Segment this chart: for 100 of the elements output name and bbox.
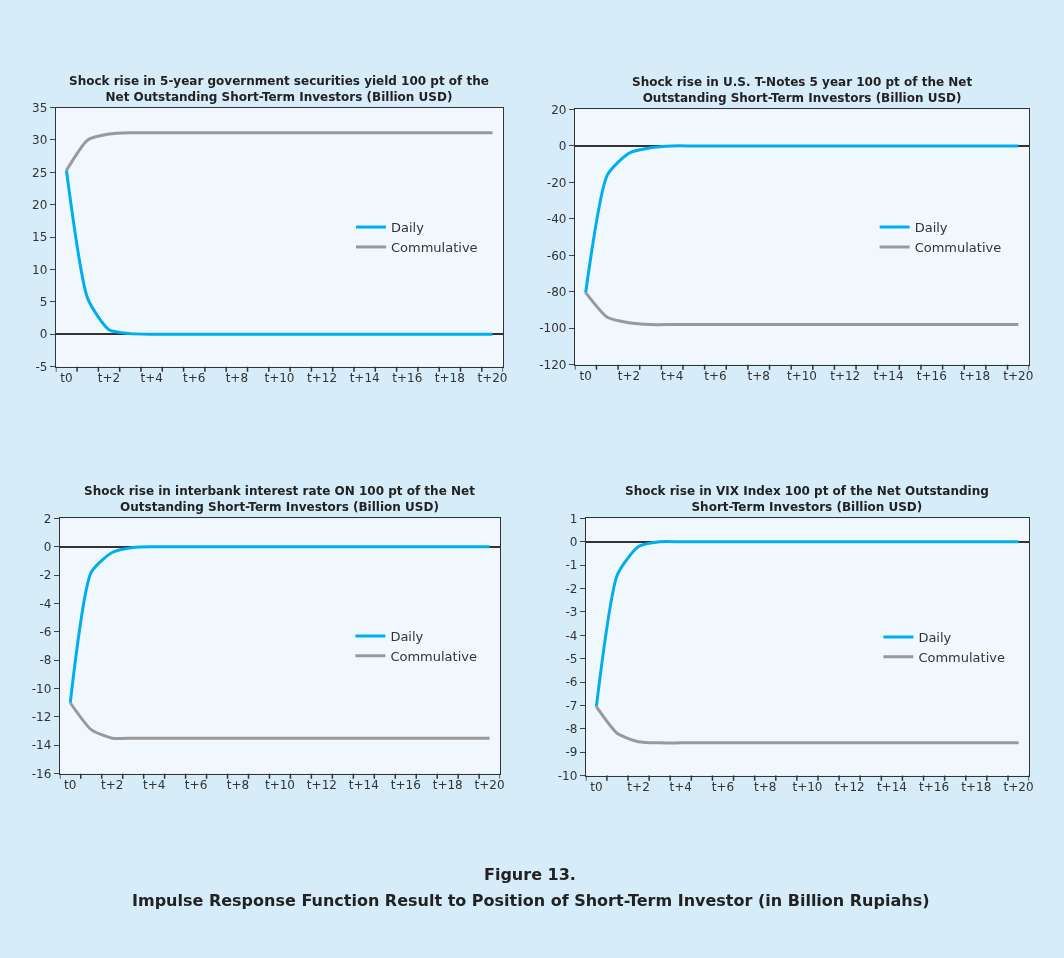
y-tick-label: -4 — [39, 596, 52, 611]
y-tick-label: 10 — [32, 262, 48, 277]
x-tick-label: t+18 — [432, 778, 463, 793]
x-tick-label: t+8 — [226, 778, 250, 793]
y-tick-label: 1 — [569, 511, 578, 526]
y-tick-label: -2 — [39, 568, 52, 583]
x-tick-label: t+18 — [960, 369, 991, 384]
line-series — [594, 705, 1021, 745]
x-tick-label: t+6 — [711, 780, 735, 794]
x-tick-label: t+14 — [876, 780, 907, 794]
y-tick-label: -80 — [546, 284, 567, 299]
y-tick-label: 15 — [32, 230, 48, 245]
y-tick-label: 0 — [39, 327, 48, 342]
y-tick-label: -4 — [565, 628, 578, 643]
legend-label: Daily — [391, 220, 425, 236]
y-tick-label: -6 — [39, 625, 52, 640]
x-tick-label: t+14 — [349, 371, 380, 386]
x-tick-label: t+14 — [873, 369, 904, 384]
x-tick-label: t+4 — [142, 778, 166, 793]
y-tick-label: 35 — [32, 100, 48, 115]
x-tick-label: t+20 — [1003, 780, 1034, 794]
text: Impulse Response Function Result to Position of Short-Term Investor (in Billion Rupiahs) — [132, 891, 930, 910]
x-tick-label: t+8 — [754, 780, 777, 794]
x-tick-label: t+18 — [961, 780, 992, 794]
x-tick-label: t0 — [579, 369, 592, 384]
y-tick-label: -120 — [539, 357, 567, 372]
x-tick-label: t+12 — [830, 369, 861, 384]
legend-label: Commulative — [391, 240, 478, 256]
legend-label: Daily — [918, 630, 952, 646]
x-tick-label: t+16 — [916, 369, 947, 384]
x-tick-label: t+6 — [704, 369, 727, 384]
x-tick-label: t+12 — [834, 780, 865, 794]
legend-label: Commulative — [390, 648, 477, 664]
y-tick-label: 0 — [558, 139, 567, 154]
line-series — [594, 540, 1021, 709]
y-tick-label: -7 — [565, 698, 578, 713]
y-tick-label: -8 — [39, 653, 52, 668]
y-tick-label: 30 — [32, 133, 48, 148]
legend-label: Commulative — [918, 649, 1005, 665]
x-tick-label: t+4 — [660, 369, 684, 384]
y-tick-label: -8 — [565, 722, 578, 737]
x-tick-label: t+10 — [792, 780, 823, 794]
x-tick-label: t+8 — [747, 369, 770, 384]
y-tick-label: -5 — [35, 359, 48, 374]
x-tick-label: t+10 — [264, 371, 295, 386]
x-tick-label: t+18 — [434, 371, 465, 386]
x-tick-label: t+6 — [184, 778, 208, 793]
chart-title: Shock rise in interbank interest rate ON 100 pt of the Net Outstanding Short-Term Investors (Billion USD) — [84, 484, 476, 514]
x-tick-label: t+4 — [669, 780, 692, 794]
line-series — [64, 131, 494, 172]
x-tick-label: t+20 — [1003, 369, 1034, 384]
y-tick-label: -14 — [31, 738, 52, 753]
y-tick-label: -2 — [565, 581, 578, 596]
x-tick-label: t+2 — [97, 371, 121, 386]
x-tick-label: t0 — [590, 780, 603, 794]
line-series — [584, 291, 1020, 327]
y-tick-label: 20 — [551, 102, 567, 117]
y-tick-label: -16 — [31, 766, 52, 781]
y-tick-label: -40 — [546, 212, 567, 227]
y-tick-label: -10 — [557, 768, 578, 783]
chart-title: Shock rise in VIX Index 100 pt of the Net Outstanding Short-Term Investors (Billion USD) — [625, 484, 989, 514]
x-tick-label: t+2 — [617, 369, 641, 384]
y-tick-label: 25 — [32, 165, 48, 180]
x-tick-label: t+14 — [348, 778, 379, 793]
y-tick-label: 20 — [32, 197, 48, 212]
x-tick-label: t+10 — [786, 369, 817, 384]
x-tick-label: t+8 — [225, 371, 249, 386]
x-tick-label: t+2 — [100, 778, 124, 793]
y-tick-label: 0 — [43, 539, 52, 554]
y-tick-label: 5 — [39, 295, 48, 310]
x-tick-label: t0 — [64, 778, 77, 793]
x-tick-label: t0 — [60, 371, 73, 386]
y-tick-label: -3 — [565, 605, 578, 620]
line-series — [68, 545, 492, 705]
chart-title: Shock rise in U.S. T-Notes 5 year 100 pt of the Net Outstanding Short-Term Investors (Billion USD) — [632, 75, 973, 105]
x-tick-label: t+16 — [390, 778, 421, 793]
legend-label: Daily — [914, 220, 948, 236]
y-tick-label: -1 — [565, 558, 578, 573]
chart-title: Shock rise in 5-year government securities yield 100 pt of the Net Outstanding Short-Term Investors (Billion USD) — [69, 74, 489, 104]
y-tick-label: 0 — [569, 535, 578, 549]
x-tick-label: t+12 — [307, 371, 338, 386]
y-tick-label: 2 — [43, 511, 52, 526]
y-tick-label: -20 — [546, 175, 567, 190]
line-series — [64, 168, 494, 336]
legend-label: Daily — [390, 629, 424, 645]
x-tick-label: t+16 — [919, 780, 950, 794]
x-tick-label: t+16 — [392, 371, 423, 386]
caption: Figure 13. — [484, 865, 576, 884]
y-tick-label: -10 — [31, 681, 52, 696]
y-tick-label: -12 — [31, 710, 52, 725]
y-tick-label: -60 — [546, 248, 567, 263]
x-tick-label: t+2 — [627, 780, 650, 794]
legend-label: Commulative — [914, 240, 1002, 256]
x-tick-label: t+10 — [264, 778, 295, 793]
y-tick-label: -5 — [565, 651, 578, 666]
y-tick-label: -9 — [565, 745, 578, 760]
x-tick-label: t+6 — [183, 371, 206, 386]
x-tick-label: t+12 — [306, 778, 337, 793]
y-tick-label: -6 — [565, 675, 578, 690]
x-tick-label: t+4 — [140, 371, 163, 386]
